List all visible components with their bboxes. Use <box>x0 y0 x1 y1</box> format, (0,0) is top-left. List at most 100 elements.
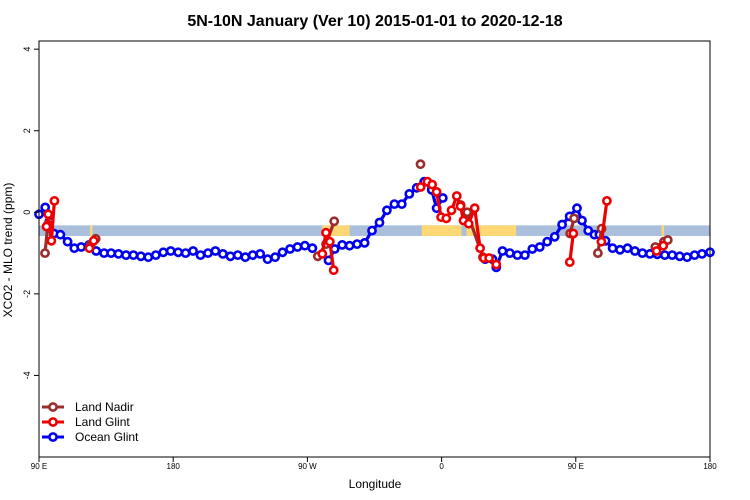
plot-frame <box>38 40 711 458</box>
land-glint-point <box>49 195 60 206</box>
land-glint-point <box>431 186 442 197</box>
legend-item-land-glint: Land Glint <box>42 415 130 429</box>
land-glint-point <box>317 248 328 259</box>
ocean-glint-point <box>225 251 236 262</box>
land-glint-point <box>651 246 662 256</box>
x-tick-label: 90 E <box>568 462 584 471</box>
ocean-glint-point <box>270 252 280 263</box>
ocean-glint-point <box>113 248 124 259</box>
ocean-glint-point <box>150 250 161 260</box>
land-segment-3 <box>466 225 517 236</box>
x-axis-label: Longitude <box>349 477 402 491</box>
land-glint-point <box>602 195 612 206</box>
land-glint-point <box>427 179 438 190</box>
y-tick-label: 2 <box>22 128 32 133</box>
ocean-glint-point <box>381 205 392 216</box>
legend-item-ocean-glint: Ocean Glint <box>42 430 139 444</box>
ocean-glint-point <box>247 250 258 260</box>
ocean-glint-point <box>512 250 523 260</box>
ocean-glint-point <box>299 240 310 251</box>
ocean-glint-point <box>374 217 385 228</box>
x-tick-label: 180 <box>703 462 717 471</box>
ocean-glint-point <box>689 250 700 260</box>
land-glint-point <box>441 213 452 224</box>
land-glint-point <box>451 191 462 201</box>
ocean-glint-point <box>504 248 515 258</box>
ocean-glint-point <box>527 244 538 254</box>
legend-label: Land Glint <box>75 415 130 429</box>
legend-item-land-nadir: Land Nadir <box>42 400 134 414</box>
ocean-glint-point <box>352 239 362 249</box>
ocean-glint-point <box>549 231 560 242</box>
ocean-glint-point <box>262 254 273 265</box>
x-tick-label: 0 <box>439 462 444 471</box>
ocean-glint-point <box>607 243 618 254</box>
land-nadir-point <box>462 207 473 218</box>
ocean-glint-point <box>577 215 587 226</box>
ocean-glint-point <box>277 247 288 258</box>
land-glint-point <box>328 265 339 276</box>
ocean-glint-point <box>520 250 530 260</box>
y-tick-label: -2 <box>22 290 32 298</box>
land-glint-point <box>469 203 480 214</box>
land-glint-point <box>84 243 95 254</box>
land-glint-line-5 <box>599 200 609 242</box>
land-segment-2 <box>421 225 462 236</box>
ocean-glint-point <box>396 199 407 209</box>
ocean-glint-point <box>195 250 206 260</box>
land-glint-point <box>475 243 485 254</box>
ocean-glint-point <box>437 193 448 203</box>
ocean-glint-point <box>557 219 567 230</box>
ocean-glint-point <box>344 240 355 251</box>
ocean-glint-point <box>534 242 545 252</box>
y-axis-label: XCO2 - MLO trend (ppm) <box>1 183 15 318</box>
land-segment-1 <box>322 225 350 236</box>
ocean-glint-point <box>615 244 625 255</box>
series-ocean-glint <box>34 176 715 273</box>
land-glint-point <box>491 259 502 270</box>
land-glint-point <box>596 236 607 247</box>
ocean-glint-point <box>255 248 266 259</box>
land-glint-point <box>415 182 426 192</box>
ocean-glint-point <box>173 247 184 258</box>
y-axis: 4 2 0 -2 -4 <box>22 47 39 379</box>
land-segment-0 <box>89 225 93 236</box>
ocean-glint-point <box>188 246 198 256</box>
ocean-glint-point <box>158 247 169 258</box>
legend-swatch-marker <box>48 402 58 412</box>
land-nadir-point <box>40 248 50 258</box>
ocean-glint-point <box>165 246 176 256</box>
ocean-glint-point <box>210 246 221 256</box>
ocean-glint-point <box>630 246 640 256</box>
legend-swatch-marker <box>48 417 58 427</box>
x-tick-label: 90 W <box>298 462 317 471</box>
ocean-glint-line-1 <box>327 180 445 262</box>
ocean-glint-point <box>232 250 243 260</box>
legend-swatch-marker <box>48 432 58 442</box>
land-glint-point <box>43 209 54 220</box>
legend-label: Land Nadir <box>75 400 134 414</box>
land-glint-point <box>564 257 575 267</box>
ocean-glint-point <box>637 248 648 258</box>
land-nadir-point <box>329 216 340 227</box>
land-glint-point <box>568 228 579 239</box>
land-nadir-point <box>593 248 603 258</box>
chart-title: 5N-10N January (Ver 10) 2015-01-01 to 20… <box>187 13 562 30</box>
x-tick-label: 180 <box>167 462 181 471</box>
ocean-glint-point <box>697 248 707 259</box>
ocean-glint-point <box>542 236 553 247</box>
y-tick-label: 0 <box>22 210 32 215</box>
ocean-glint-point <box>682 252 692 263</box>
ocean-glint-point <box>367 225 377 236</box>
land-glint-point <box>484 253 494 263</box>
ocean-glint-point <box>572 203 582 214</box>
land-glint-point <box>321 227 331 238</box>
ocean-glint-point <box>135 251 146 262</box>
ocean-glint-point <box>337 239 348 250</box>
series-land-glint <box>41 176 669 276</box>
ocean-glint-point <box>180 248 191 258</box>
land-segment-4 <box>661 225 665 236</box>
ocean-glint-point <box>143 252 154 263</box>
land-nadir-point <box>569 213 579 224</box>
